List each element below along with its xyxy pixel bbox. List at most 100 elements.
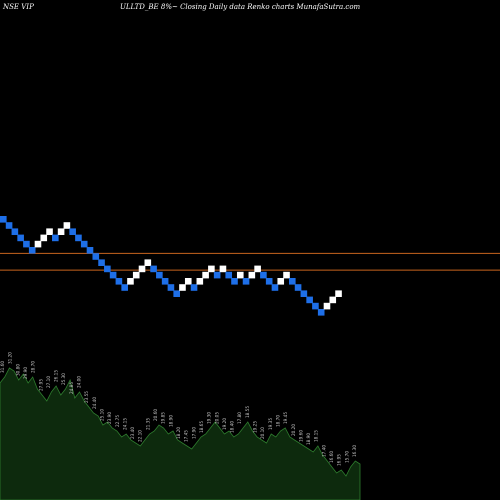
chart-symbol: NSE VIP xyxy=(3,3,34,11)
volume-label-38: 20.20 xyxy=(291,424,296,436)
up-brick-11 xyxy=(63,222,71,229)
down-brick-51 xyxy=(294,284,302,291)
up-brick-23 xyxy=(132,271,140,279)
volume-label-21: 19.85 xyxy=(161,412,166,424)
up-brick-7 xyxy=(40,234,48,242)
down-brick-55 xyxy=(317,309,325,316)
volume-label-35: 19.35 xyxy=(268,418,273,430)
down-brick-29 xyxy=(167,284,175,291)
up-brick-49 xyxy=(283,271,290,279)
down-brick-0 xyxy=(0,216,7,223)
down-brick-47 xyxy=(271,284,279,291)
volume-label-13: 25.10 xyxy=(100,409,105,421)
down-brick-4 xyxy=(23,240,30,248)
down-brick-26 xyxy=(150,265,157,273)
up-brick-25 xyxy=(144,259,152,266)
volume-label-29: 19.20 xyxy=(222,418,227,430)
volume-label-19: 21.35 xyxy=(145,418,150,430)
up-brick-10 xyxy=(57,228,65,235)
volume-label-0: 31.60 xyxy=(0,361,5,373)
up-brick-44 xyxy=(254,265,261,273)
down-brick-5 xyxy=(28,247,36,254)
down-brick-3 xyxy=(17,234,24,242)
volume-label-36: 18.70 xyxy=(276,415,281,427)
volume-label-33: 19.25 xyxy=(253,421,258,433)
volume-label-16: 24.15 xyxy=(122,418,127,430)
volume-label-4: 28.70 xyxy=(31,361,36,373)
up-brick-48 xyxy=(277,278,285,285)
up-brick-38 xyxy=(219,265,227,273)
down-brick-54 xyxy=(312,302,319,310)
down-brick-40 xyxy=(231,278,238,285)
volume-label-2: 30.80 xyxy=(15,364,20,376)
down-brick-1 xyxy=(5,222,13,229)
volume-label-28: 20.05 xyxy=(214,412,219,424)
down-brick-39 xyxy=(225,271,233,279)
volume-label-8: 25.30 xyxy=(61,373,66,385)
volume-label-14: 23.90 xyxy=(107,412,112,424)
down-brick-33 xyxy=(190,284,198,291)
down-brick-52 xyxy=(300,290,308,297)
up-brick-56 xyxy=(323,302,331,310)
down-brick-46 xyxy=(265,278,273,285)
volume-label-3: 29.90 xyxy=(23,367,28,379)
volume-label-5: 27.95 xyxy=(38,379,43,391)
volume-label-24: 17.45 xyxy=(184,430,189,442)
volume-label-31: 17.80 xyxy=(237,412,242,424)
volume-label-15: 22.75 xyxy=(115,415,120,427)
down-brick-37 xyxy=(213,271,221,279)
down-brick-42 xyxy=(242,278,250,285)
volume-label-25: 17.90 xyxy=(191,427,196,439)
down-brick-45 xyxy=(260,271,267,279)
up-brick-58 xyxy=(335,290,342,297)
volume-label-42: 17.40 xyxy=(321,445,326,457)
down-brick-30 xyxy=(173,290,180,297)
volume-label-27: 19.30 xyxy=(207,412,212,424)
up-brick-31 xyxy=(179,284,186,291)
up-brick-34 xyxy=(196,278,204,285)
chart-description: ULLTD_BE 8%~ Closing Daily data Renko ch… xyxy=(120,3,361,11)
volume-area xyxy=(0,367,361,500)
down-brick-53 xyxy=(306,296,313,304)
volume-label-32: 18.55 xyxy=(245,406,250,418)
down-brick-27 xyxy=(156,271,163,279)
volume-label-37: 19.45 xyxy=(283,412,288,424)
volume-label-10: 24.00 xyxy=(77,376,82,388)
up-brick-24 xyxy=(138,265,146,273)
up-brick-8 xyxy=(46,228,53,235)
volume-area-shape xyxy=(0,367,361,500)
volume-label-7: 26.15 xyxy=(54,370,59,382)
volume-label-12: 24.40 xyxy=(92,397,97,409)
volume-label-26: 18.65 xyxy=(199,421,204,433)
reference-lines xyxy=(0,252,500,271)
up-brick-41 xyxy=(236,271,244,279)
volume-label-6: 27.10 xyxy=(46,376,51,388)
down-brick-50 xyxy=(289,278,296,285)
volume-label-46: 16.30 xyxy=(352,445,357,457)
volume-label-20: 20.60 xyxy=(153,409,158,421)
volume-label-41: 18.15 xyxy=(314,430,319,442)
down-brick-15 xyxy=(86,247,94,254)
down-brick-16 xyxy=(92,253,100,260)
volume-label-22: 18.90 xyxy=(168,415,173,427)
volume-label-30: 18.40 xyxy=(230,421,235,433)
up-brick-57 xyxy=(329,296,337,304)
down-brick-12 xyxy=(69,228,76,235)
up-brick-6 xyxy=(34,240,42,248)
up-brick-32 xyxy=(184,278,192,285)
down-brick-9 xyxy=(52,234,59,242)
up-brick-36 xyxy=(208,265,215,273)
volume-label-40: 18.90 xyxy=(306,433,311,445)
up-brick-22 xyxy=(127,278,134,285)
volume-label-44: 16.95 xyxy=(337,454,342,466)
down-brick-2 xyxy=(11,228,19,235)
down-brick-13 xyxy=(75,234,82,242)
down-brick-19 xyxy=(109,271,117,279)
down-brick-21 xyxy=(121,284,128,291)
up-brick-35 xyxy=(202,271,209,279)
down-brick-18 xyxy=(104,265,111,273)
volume-label-45: 15.70 xyxy=(344,451,349,463)
volume-label-17: 23.40 xyxy=(130,427,135,439)
